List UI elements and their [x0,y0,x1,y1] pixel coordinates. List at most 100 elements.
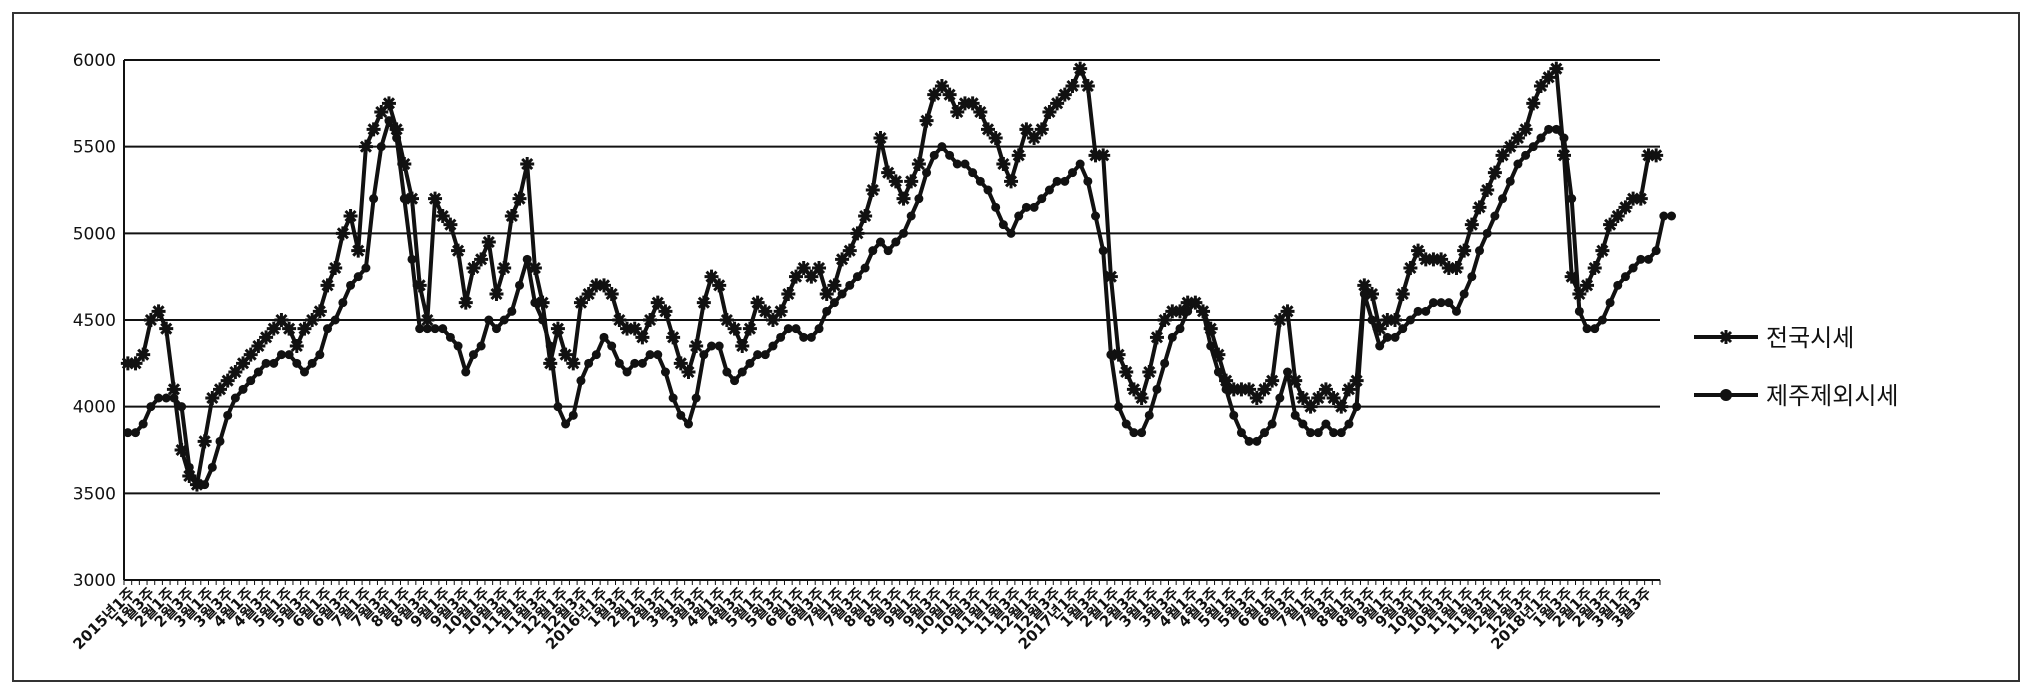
data-point [1332,398,1350,416]
data-point [1213,367,1223,377]
data-point [330,315,340,325]
data-point [1275,393,1285,403]
data-point [1651,246,1661,256]
data-point [1398,324,1408,334]
data-point [1091,211,1101,221]
data-point [707,341,717,351]
y-axis-tick-labels: 3000 3500 4000 4500 5000 5500 6000 [73,51,116,591]
data-point [177,402,187,412]
data-point [753,350,763,360]
data-point [1206,341,1216,351]
data-point [230,393,240,403]
data-point [584,358,594,368]
data-point [1344,419,1354,429]
data-point [1117,363,1135,381]
data-point [1390,332,1400,342]
data-point [380,94,398,112]
data-point [1478,181,1496,199]
data-point [994,155,1012,173]
data-point [200,480,210,490]
data-point [1590,324,1600,334]
data-point [365,120,383,138]
data-point [653,350,663,360]
data-point [772,302,790,320]
data-point [730,376,740,386]
data-point [983,185,993,195]
data-point [1106,350,1116,360]
data-point [841,242,859,260]
data-point [1636,254,1646,264]
data-point [392,133,402,143]
legend-label: 전국시세 [1766,324,1854,352]
data-point [553,402,563,412]
data-point [461,367,471,377]
data-point [154,393,164,403]
data-point [1536,133,1546,143]
data-point [1313,428,1323,438]
data-point [783,324,793,334]
data-point [806,332,816,342]
data-point [1475,246,1485,256]
data-point [645,350,655,360]
data-point [975,176,985,186]
data-point [722,367,732,377]
data-point [687,337,705,355]
series-1 [119,60,1665,494]
data-point [699,350,709,360]
data-point [1263,372,1281,390]
data-point [791,324,801,334]
data-point [1014,211,1024,221]
data-point [246,376,256,386]
data-point [480,233,498,251]
data-point [998,220,1008,230]
y-tick-label: 5500 [73,138,116,158]
data-point [342,207,360,225]
data-point [599,332,609,342]
data-point [1021,202,1031,212]
data-point [518,155,536,173]
data-point [1613,280,1623,290]
data-point [1513,159,1523,169]
data-point [741,320,759,338]
data-point [810,259,828,277]
data-point [357,138,375,156]
data-point [799,332,809,342]
data-point [1524,94,1542,112]
data-point [1098,246,1108,256]
data-point [822,306,832,316]
data-point [683,419,693,429]
data-point [1447,259,1465,277]
data-point [1593,242,1611,260]
data-point [922,168,932,178]
y-tick-label: 5000 [73,224,116,244]
data-point [929,150,939,160]
data-point [441,216,459,234]
data-point [346,280,356,290]
data-point [733,337,751,355]
data-point [1148,328,1166,346]
data-point [695,294,713,312]
data-point [311,302,329,320]
data-point [910,155,928,173]
data-point [971,103,989,121]
data-point [134,346,152,364]
data-point [641,311,659,329]
data-point [1083,176,1093,186]
data-point [1140,363,1158,381]
data-point [399,194,409,204]
data-point [1044,185,1054,195]
data-point [207,462,217,472]
data-point [875,237,885,247]
data-point [1137,428,1147,438]
data-point [1267,419,1277,429]
data-point [848,224,866,242]
data-point [1183,306,1193,316]
data-point [745,358,755,368]
series-2 [123,116,1677,490]
data-point [1244,436,1254,446]
data-point [1455,242,1473,260]
data-point [829,298,839,308]
data-point [319,276,337,294]
data-point [737,367,747,377]
